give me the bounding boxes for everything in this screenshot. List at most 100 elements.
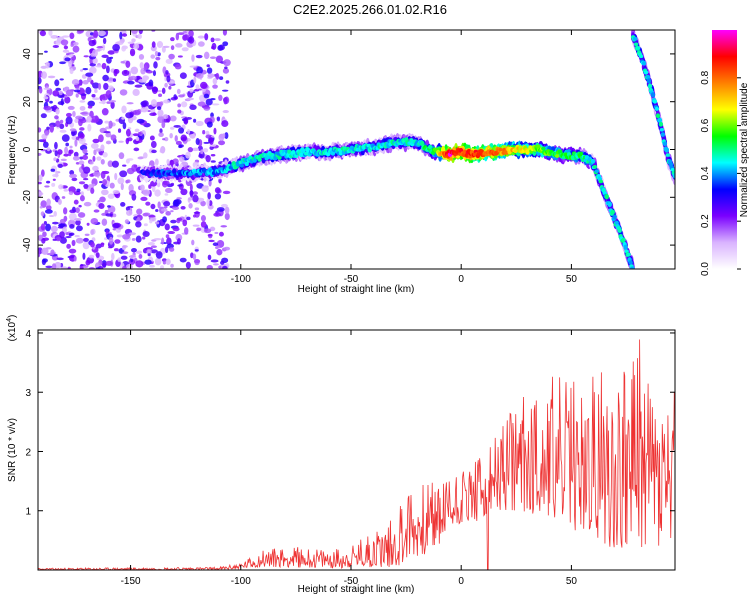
ridge-blob: [657, 117, 663, 123]
noise-blob: [48, 30, 53, 36]
noise-blob: [58, 184, 64, 190]
noise-blob: [155, 56, 161, 61]
noise-blob: [80, 191, 84, 196]
snr-background: [38, 330, 675, 570]
noise-blob: [189, 65, 197, 68]
noise-blob: [40, 169, 45, 177]
noise-blob: [119, 31, 123, 40]
noise-blob: [175, 43, 183, 48]
noise-blob: [182, 30, 187, 34]
ridge-blob: [655, 113, 661, 119]
noise-blob: [72, 155, 80, 161]
noise-blob: [91, 49, 98, 57]
noise-blob: [209, 56, 217, 59]
noise-blob: [69, 128, 77, 132]
noise-blob: [168, 53, 175, 60]
noise-blob: [110, 101, 115, 109]
noise-blob: [149, 219, 153, 224]
noise-blob: [78, 118, 83, 127]
noise-blob: [222, 133, 226, 139]
noise-blob: [129, 254, 137, 258]
noise-blob: [44, 50, 48, 53]
noise-blob: [125, 209, 133, 216]
noise-blob: [214, 231, 219, 234]
noise-blob: [106, 65, 110, 74]
noise-blob: [125, 206, 130, 212]
ridge-blob: [614, 220, 619, 225]
noise-blob: [87, 105, 93, 109]
noise-blob: [68, 212, 77, 221]
ridge-blob: [672, 172, 675, 179]
noise-blob: [93, 30, 99, 38]
noise-blob: [52, 221, 59, 225]
noise-blob: [45, 149, 52, 154]
noise-blob: [162, 216, 167, 223]
noise-blob: [71, 57, 76, 60]
noise-blob: [111, 252, 115, 261]
noise-blob: [83, 201, 92, 207]
noise-blob: [46, 180, 51, 184]
noise-blob: [188, 30, 194, 38]
noise-blob: [187, 147, 194, 153]
ridge-blob: [652, 99, 658, 104]
noise-blob: [209, 226, 216, 232]
noise-blob: [108, 120, 113, 129]
noise-blob: [53, 157, 57, 162]
noise-blob: [203, 228, 212, 234]
noise-blob: [151, 41, 156, 48]
noise-blob: [215, 245, 221, 249]
noise-blob: [161, 87, 166, 94]
noise-blob: [96, 46, 104, 49]
noise-blob: [132, 88, 140, 96]
noise-blob: [164, 223, 170, 231]
colorbar-tick-label: 0.0: [700, 262, 711, 276]
noise-blob: [38, 127, 42, 133]
noise-blob: [170, 126, 175, 130]
noise-blob: [75, 219, 81, 226]
noise-blob: [170, 210, 174, 213]
noise-blob: [177, 103, 181, 108]
noise-blob: [142, 231, 150, 237]
noise-blob: [47, 75, 56, 79]
noise-blob: [92, 82, 100, 89]
noise-blob: [130, 66, 139, 75]
noise-blob: [79, 100, 86, 103]
noise-blob: [212, 84, 218, 89]
noise-blob: [74, 118, 79, 124]
noise-blob: [92, 97, 101, 100]
noise-blob: [108, 99, 117, 103]
noise-blob: [53, 211, 57, 217]
noise-blob: [145, 201, 151, 206]
noise-blob: [59, 123, 65, 130]
noise-blob: [140, 107, 148, 113]
noise-blob: [100, 144, 105, 152]
noise-blob: [45, 205, 52, 211]
noise-blob: [202, 130, 206, 135]
ridge-blob: [252, 158, 257, 163]
noise-blob: [89, 66, 97, 74]
noise-blob: [165, 211, 171, 216]
noise-blob: [49, 124, 55, 133]
colorbar: 0.0 0.2 0.4 0.6 0.8 Normalized spectral ampl…: [700, 30, 750, 276]
noise-blob: [206, 64, 210, 68]
noise-blob: [187, 128, 191, 135]
noise-blob: [224, 66, 228, 70]
noise-blob: [59, 61, 66, 65]
noise-blob: [159, 149, 164, 153]
noise-blob: [82, 154, 89, 160]
noise-blob: [99, 181, 103, 184]
noise-blob: [189, 133, 196, 139]
noise-blob: [40, 113, 47, 119]
noise-blob: [218, 94, 223, 102]
noise-blob: [192, 253, 197, 260]
noise-blob: [162, 180, 170, 186]
ridge-blob: [612, 214, 617, 220]
spectrogram-x-tick-label: -150: [121, 274, 141, 285]
noise-blob: [101, 62, 107, 70]
noise-blob: [125, 263, 133, 269]
ridge-blob: [420, 140, 425, 147]
ridge-blob: [610, 209, 615, 215]
ridge-blob: [498, 147, 503, 152]
noise-blob: [152, 70, 157, 77]
spectrogram-y-ticks: -40 -20 0 20 40: [22, 48, 675, 252]
